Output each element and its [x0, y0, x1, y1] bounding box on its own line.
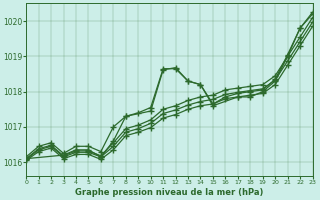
X-axis label: Graphe pression niveau de la mer (hPa): Graphe pression niveau de la mer (hPa)	[75, 188, 264, 197]
